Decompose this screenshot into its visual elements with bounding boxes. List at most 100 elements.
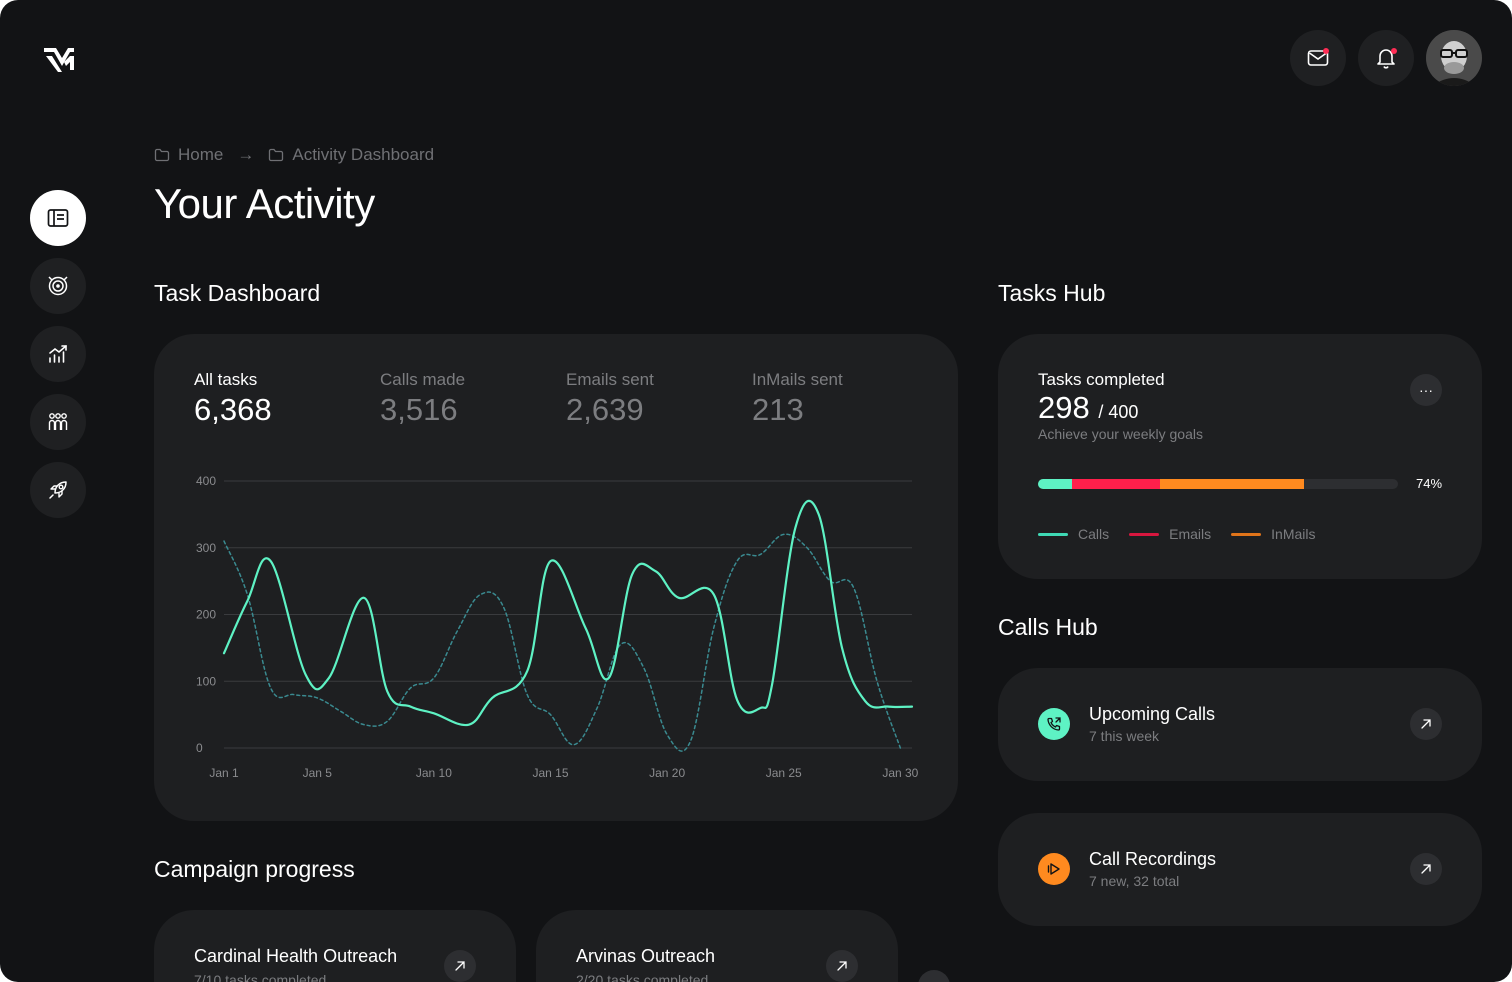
upcoming-calls-card[interactable]: Upcoming Calls 7 this week — [998, 668, 1482, 781]
brand-logo[interactable] — [42, 44, 76, 74]
calls-hub-title: Calls Hub — [998, 614, 1098, 640]
progress-segment-calls — [1038, 479, 1073, 489]
sidebar-item-launch[interactable] — [30, 462, 86, 518]
stat-value: 2,639 — [566, 392, 644, 427]
play-icon-badge — [1038, 853, 1070, 885]
phone-icon — [1047, 717, 1061, 731]
sidebar — [30, 190, 86, 518]
breadcrumb: Home → Activity Dashboard — [154, 145, 434, 165]
campaign-card-subtitle: 2/20 tasks completed — [576, 972, 709, 982]
legend-item-emails: Emails — [1129, 526, 1211, 542]
rocket-icon — [49, 481, 67, 499]
call-recordings-title: Call Recordings — [1089, 849, 1217, 869]
stat-calls-made[interactable]: Calls made 3,516 — [380, 370, 465, 428]
campaign-card-title: Arvinas Outreach — [576, 946, 716, 966]
stat-emails-sent[interactable]: Emails sent 2,639 — [566, 370, 654, 428]
open-upcoming-calls-button[interactable] — [1410, 708, 1442, 740]
y-tick-label: 300 — [196, 541, 216, 555]
target-icon — [48, 276, 68, 296]
legend-label: Calls — [1078, 526, 1110, 542]
call-recordings-subtitle: 7 new, 32 total — [1089, 873, 1180, 889]
stat-label: InMails sent — [752, 370, 843, 389]
tasks-legend: Calls Emails InMails — [1038, 526, 1316, 542]
tasks-completed-card: Tasks completed 298 / 400 Achieve your w… — [998, 334, 1482, 579]
arrow-up-right-icon — [1421, 719, 1431, 729]
progress-percent: 74% — [1416, 476, 1443, 491]
tasks-completed-value: 298 / 400 — [1038, 390, 1138, 426]
x-tick-label: Jan 1 — [209, 766, 239, 780]
y-tick-label: 400 — [196, 474, 216, 488]
legend-swatch — [1038, 532, 1068, 536]
campaign-card-arvinas[interactable]: Arvinas Outreach 2/20 tasks completed — [536, 910, 898, 982]
more-icon: ··· — [1419, 382, 1433, 398]
avatar[interactable] — [1426, 30, 1482, 86]
users-icon — [48, 413, 68, 430]
campaign-scroll-next-button[interactable] — [918, 970, 950, 982]
legend-swatch — [1129, 532, 1160, 536]
task-dashboard-title: Task Dashboard — [154, 280, 321, 306]
bell-icon — [1377, 49, 1395, 69]
progress-segment-inmails — [1160, 479, 1305, 489]
campaign-card-cardinal[interactable]: Cardinal Health Outreach 7/10 tasks comp… — [154, 910, 516, 982]
campaign-card-title: Cardinal Health Outreach — [194, 946, 398, 966]
tasks-total: / 400 — [1098, 402, 1139, 422]
sidebar-item-targets[interactable] — [30, 258, 86, 314]
more-options-button[interactable]: ··· — [1410, 374, 1442, 406]
tasks-hub-title: Tasks Hub — [998, 280, 1106, 306]
tasks-subtitle: Achieve your weekly goals — [1038, 426, 1203, 442]
open-campaign-button[interactable] — [826, 950, 858, 982]
campaign-progress-title: Campaign progress — [154, 856, 355, 882]
call-recordings-card[interactable]: Call Recordings 7 new, 32 total — [998, 813, 1482, 926]
arrow-up-right-icon — [1421, 864, 1431, 874]
task-dashboard-card: All tasks 6,368 Calls made 3,516 Emails … — [154, 334, 958, 821]
stat-all-tasks[interactable]: All tasks 6,368 — [194, 370, 272, 428]
series-line-solid — [222, 499, 914, 727]
mail-icon — [1307, 50, 1329, 66]
legend-swatch — [1231, 532, 1262, 536]
breadcrumb-home[interactable]: Home — [154, 145, 223, 165]
top-actions — [1290, 30, 1482, 86]
stat-label: Emails sent — [566, 370, 654, 389]
arrow-up-right-icon — [455, 961, 465, 971]
tasks-completed-label: Tasks completed — [1038, 370, 1165, 389]
legend-label: Emails — [1169, 526, 1212, 542]
breadcrumb-separator: → — [237, 145, 255, 164]
y-tick-label: 0 — [196, 741, 203, 755]
series-line-dashed — [223, 533, 902, 752]
stat-value: 6,368 — [194, 392, 272, 427]
chart-icon — [49, 345, 67, 363]
open-call-recordings-button[interactable] — [1410, 853, 1442, 885]
sidebar-item-analytics[interactable] — [30, 326, 86, 382]
folder-icon — [154, 148, 170, 162]
x-tick-label: Jan 15 — [532, 766, 568, 780]
sidebar-item-dashboard[interactable] — [30, 190, 86, 246]
breadcrumb-current-label: Activity Dashboard — [292, 145, 435, 164]
tasks-completed-count: 298 — [1038, 390, 1090, 425]
stat-inmails-sent[interactable]: InMails sent 213 — [752, 370, 843, 428]
progress-segment-emails — [1072, 479, 1161, 489]
x-tick-label: Jan 10 — [416, 766, 452, 780]
folder-icon — [269, 148, 284, 162]
breadcrumb-home-label: Home — [178, 145, 224, 164]
x-tick-label: Jan 5 — [303, 766, 333, 780]
avatar-image — [1426, 30, 1482, 86]
phone-icon-badge — [1038, 708, 1070, 740]
open-campaign-button[interactable] — [444, 950, 476, 982]
mail-button[interactable] — [1290, 30, 1346, 86]
y-tick-label: 100 — [196, 674, 216, 688]
notifications-button[interactable] — [1358, 30, 1414, 86]
breadcrumb-current[interactable]: Activity Dashboard — [268, 145, 434, 165]
legend-label: InMails — [1271, 526, 1316, 542]
sidebar-item-team[interactable] — [30, 394, 86, 450]
stat-value: 3,516 — [380, 392, 458, 427]
legend-item-inmails: InMails — [1231, 526, 1316, 542]
tasks-progress-bar — [1038, 479, 1398, 489]
x-tick-label: Jan 30 — [882, 766, 918, 780]
x-tick-label: Jan 20 — [649, 766, 685, 780]
upcoming-calls-title: Upcoming Calls — [1089, 704, 1216, 724]
play-icon — [1047, 863, 1060, 875]
campaign-card-subtitle: 7/10 tasks completed — [194, 972, 327, 982]
bell-notification-dot — [1391, 48, 1397, 54]
legend-item-calls: Calls — [1038, 526, 1109, 542]
